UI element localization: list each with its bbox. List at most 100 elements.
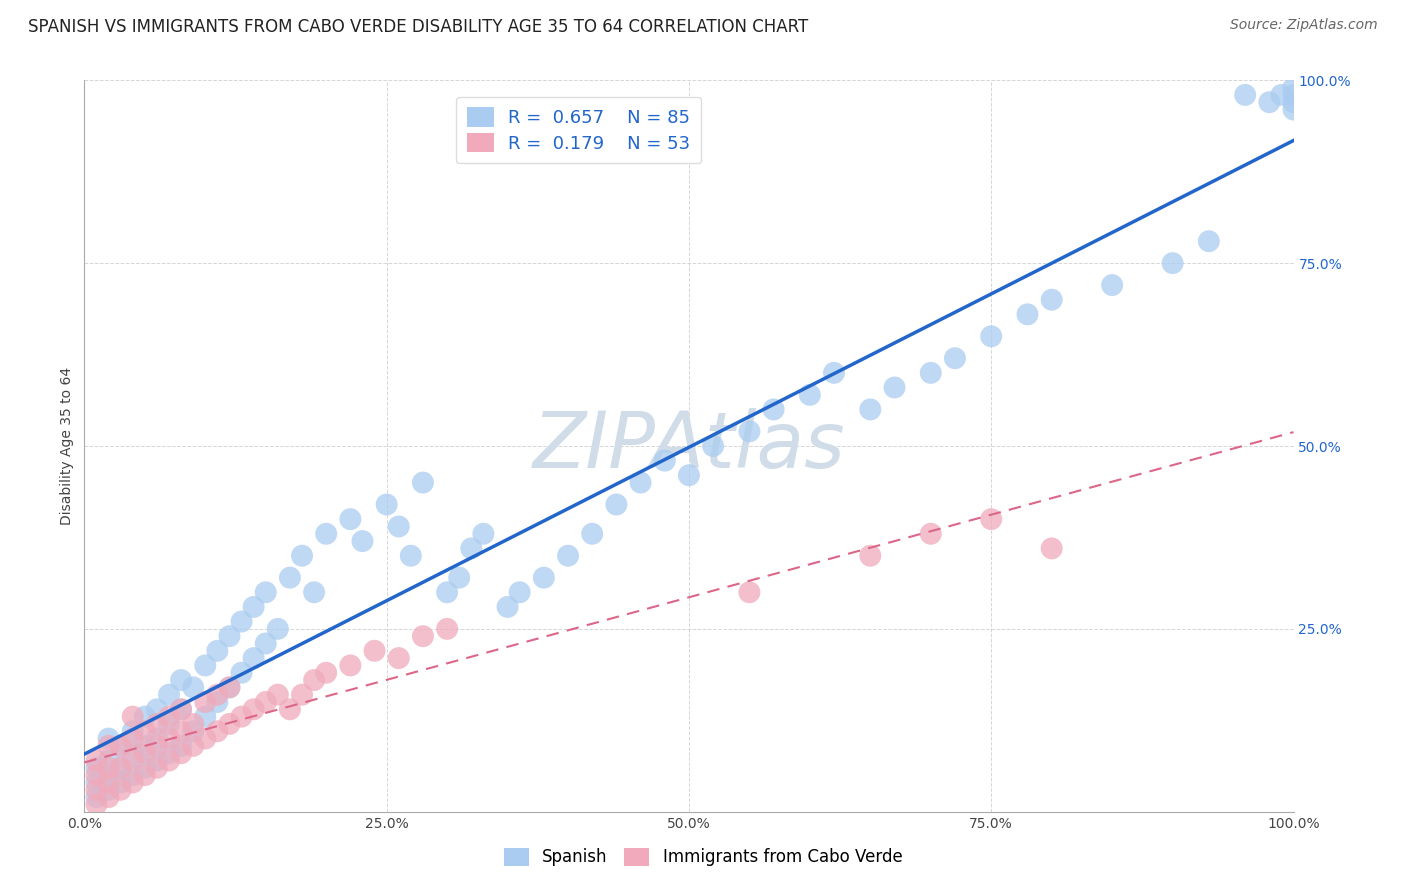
- Point: [170, 746, 193, 760]
- Point: [254, 695, 277, 709]
- Point: [557, 549, 579, 563]
- Point: [339, 658, 361, 673]
- Point: [218, 681, 240, 695]
- Point: [121, 746, 143, 760]
- Point: [460, 541, 482, 556]
- Point: [134, 746, 156, 760]
- Point: [920, 526, 942, 541]
- Point: [207, 688, 229, 702]
- Point: [1282, 103, 1305, 117]
- Point: [110, 775, 132, 789]
- Point: [121, 775, 143, 789]
- Point: [388, 519, 411, 533]
- Point: [181, 717, 204, 731]
- Point: [254, 585, 277, 599]
- Point: [181, 739, 204, 753]
- Point: [157, 746, 180, 760]
- Point: [181, 681, 204, 695]
- Point: [194, 695, 217, 709]
- Point: [146, 717, 169, 731]
- Point: [1161, 256, 1184, 270]
- Legend: Spanish, Immigrants from Cabo Verde: Spanish, Immigrants from Cabo Verde: [495, 839, 911, 875]
- Point: [194, 658, 217, 673]
- Point: [859, 402, 882, 417]
- Point: [97, 790, 120, 805]
- Point: [134, 739, 156, 753]
- Point: [97, 731, 120, 746]
- Point: [218, 717, 240, 731]
- Point: [859, 549, 882, 563]
- Point: [883, 380, 905, 394]
- Point: [97, 761, 120, 775]
- Point: [302, 673, 325, 687]
- Point: [375, 498, 398, 512]
- Point: [302, 585, 325, 599]
- Point: [738, 585, 761, 599]
- Point: [291, 688, 314, 702]
- Point: [110, 782, 132, 797]
- Text: SPANISH VS IMMIGRANTS FROM CABO VERDE DISABILITY AGE 35 TO 64 CORRELATION CHART: SPANISH VS IMMIGRANTS FROM CABO VERDE DI…: [28, 18, 808, 36]
- Point: [134, 761, 156, 775]
- Point: [943, 351, 966, 366]
- Point: [291, 549, 314, 563]
- Point: [157, 709, 180, 723]
- Text: ZIPAtlas: ZIPAtlas: [533, 408, 845, 484]
- Point: [231, 665, 253, 680]
- Point: [1282, 80, 1305, 95]
- Point: [86, 782, 108, 797]
- Point: [762, 402, 785, 417]
- Point: [146, 731, 169, 746]
- Point: [980, 512, 1002, 526]
- Point: [170, 724, 193, 739]
- Point: [86, 761, 108, 775]
- Point: [97, 775, 120, 789]
- Point: [267, 688, 290, 702]
- Point: [436, 585, 458, 599]
- Point: [630, 475, 652, 490]
- Point: [170, 702, 193, 716]
- Point: [242, 599, 264, 614]
- Point: [315, 665, 337, 680]
- Point: [110, 761, 132, 775]
- Point: [110, 761, 132, 775]
- Point: [242, 702, 264, 716]
- Point: [352, 534, 374, 549]
- Point: [157, 731, 180, 746]
- Point: [339, 512, 361, 526]
- Point: [207, 644, 229, 658]
- Point: [231, 615, 253, 629]
- Point: [278, 571, 301, 585]
- Point: [436, 622, 458, 636]
- Point: [121, 768, 143, 782]
- Point: [97, 739, 120, 753]
- Point: [86, 754, 108, 768]
- Point: [181, 724, 204, 739]
- Point: [702, 439, 724, 453]
- Point: [157, 717, 180, 731]
- Point: [242, 651, 264, 665]
- Point: [1234, 87, 1257, 102]
- Point: [207, 695, 229, 709]
- Point: [1282, 95, 1305, 110]
- Point: [980, 329, 1002, 343]
- Point: [472, 526, 495, 541]
- Point: [86, 790, 108, 805]
- Y-axis label: Disability Age 35 to 64: Disability Age 35 to 64: [60, 367, 75, 525]
- Point: [121, 731, 143, 746]
- Point: [110, 739, 132, 753]
- Point: [412, 629, 434, 643]
- Point: [146, 754, 169, 768]
- Point: [412, 475, 434, 490]
- Legend: R =  0.657    N = 85, R =  0.179    N = 53: R = 0.657 N = 85, R = 0.179 N = 53: [456, 96, 702, 163]
- Point: [134, 724, 156, 739]
- Point: [134, 709, 156, 723]
- Point: [97, 768, 120, 782]
- Point: [170, 673, 193, 687]
- Point: [449, 571, 471, 585]
- Point: [920, 366, 942, 380]
- Point: [86, 797, 108, 812]
- Point: [231, 709, 253, 723]
- Point: [86, 768, 108, 782]
- Point: [121, 709, 143, 723]
- Point: [1258, 95, 1281, 110]
